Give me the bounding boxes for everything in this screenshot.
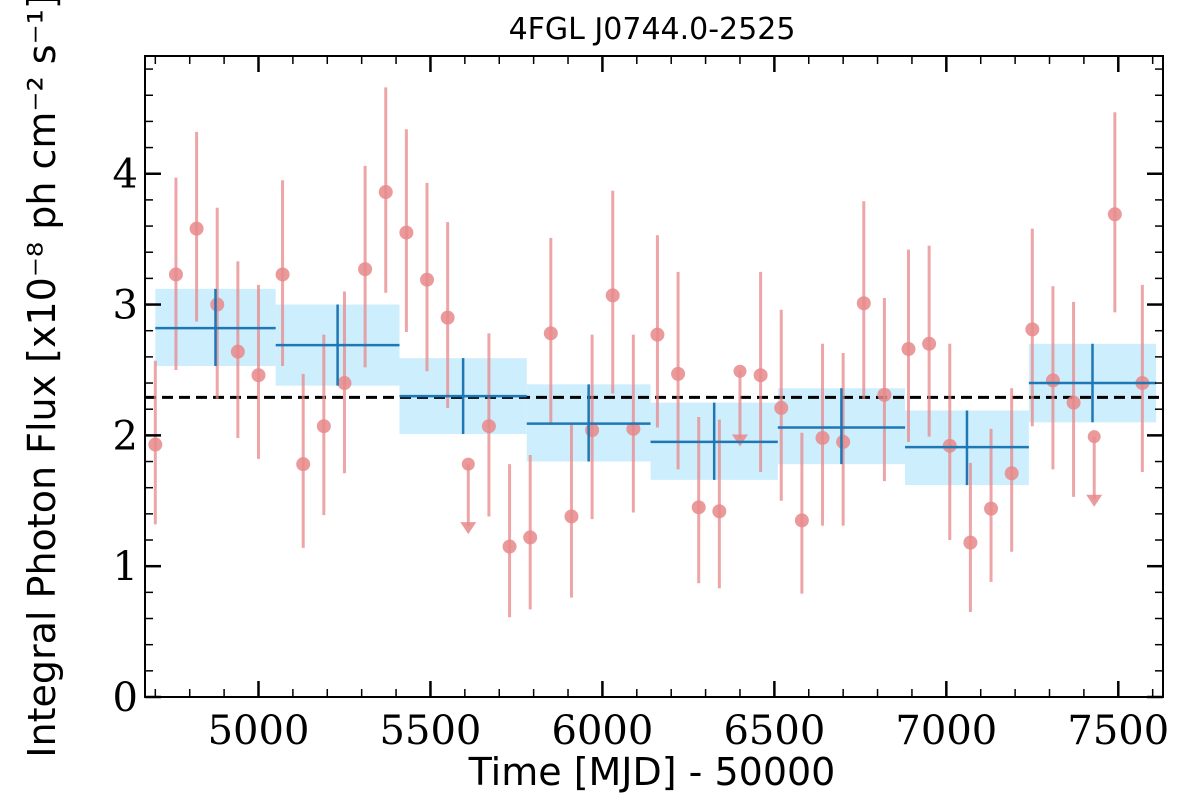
x-tick-label: 6500 — [723, 708, 825, 754]
x-tick-label: 7500 — [1067, 708, 1169, 754]
data-point — [963, 535, 978, 550]
data-point — [671, 366, 686, 381]
x-tick-label: 5000 — [208, 708, 310, 754]
data-point — [984, 501, 999, 516]
data-point — [1066, 395, 1081, 410]
data-point — [585, 423, 600, 438]
upper-limit-marker — [1087, 430, 1101, 444]
data-point — [1025, 322, 1040, 337]
data-point — [1107, 207, 1122, 222]
data-point — [399, 225, 414, 240]
data-point — [626, 421, 641, 436]
data-point — [942, 438, 957, 453]
data-point — [774, 400, 789, 415]
data-point — [815, 430, 830, 445]
data-point — [901, 342, 916, 357]
upper-limit-arrow — [731, 434, 748, 447]
data-point — [337, 376, 352, 391]
y-tick-label: 2 — [113, 413, 138, 459]
y-tick-labels: 0 1 2 3 4 — [113, 152, 138, 721]
data-point — [502, 539, 517, 554]
data-point — [358, 262, 373, 277]
data-point — [210, 297, 225, 312]
x-tick-label: 5500 — [380, 708, 482, 754]
bin-bands — [155, 288, 1157, 486]
data-point — [189, 221, 204, 236]
data-point — [275, 267, 290, 282]
y-tick-label: 4 — [113, 152, 138, 198]
data-point — [794, 513, 809, 528]
data-points — [148, 87, 1150, 618]
axis-ticks — [145, 56, 1163, 699]
data-point — [1045, 373, 1060, 388]
data-point — [922, 336, 937, 351]
x-tick-label: 7000 — [895, 708, 997, 754]
data-point — [650, 327, 665, 342]
upper-limit-arrow — [460, 522, 477, 535]
y-tick-label: 1 — [113, 544, 138, 590]
data-point — [712, 504, 727, 519]
data-point — [378, 185, 393, 200]
data-point — [481, 419, 496, 434]
upper-limit-marker — [733, 364, 747, 378]
data-point — [148, 437, 163, 452]
data-point — [543, 326, 558, 341]
data-point — [605, 288, 620, 303]
binned-flux — [155, 288, 1157, 486]
data-point — [877, 387, 892, 402]
data-point — [856, 296, 871, 311]
data-point — [753, 368, 768, 383]
data-point — [316, 419, 331, 434]
data-point — [1004, 466, 1019, 481]
upper-limit-arrow — [1086, 494, 1103, 507]
data-point — [251, 368, 266, 383]
data-point — [564, 509, 579, 524]
x-tick-labels: 5000 5500 6000 6500 7000 7500 — [208, 708, 1170, 754]
plot-frame — [144, 55, 1164, 698]
y-axis-label: Integral Photon Flux [x10⁻⁸ ph cm⁻² s⁻¹] — [20, 0, 64, 758]
data-point — [440, 310, 455, 325]
data-point — [230, 344, 245, 359]
data-point — [836, 434, 851, 449]
data-point — [168, 267, 183, 282]
y-tick-label: 0 — [113, 675, 138, 721]
data-point — [523, 530, 538, 545]
x-axis-label: Time [MJD] - 50000 — [468, 750, 836, 794]
y-tick-label: 3 — [113, 283, 138, 329]
data-point — [420, 272, 435, 287]
upper-limit-marker — [461, 457, 475, 471]
chart-title: 4FGL J0744.0-2525 — [509, 12, 796, 47]
data-point — [691, 500, 706, 515]
x-tick-label: 6000 — [552, 708, 654, 754]
data-point — [296, 457, 311, 472]
